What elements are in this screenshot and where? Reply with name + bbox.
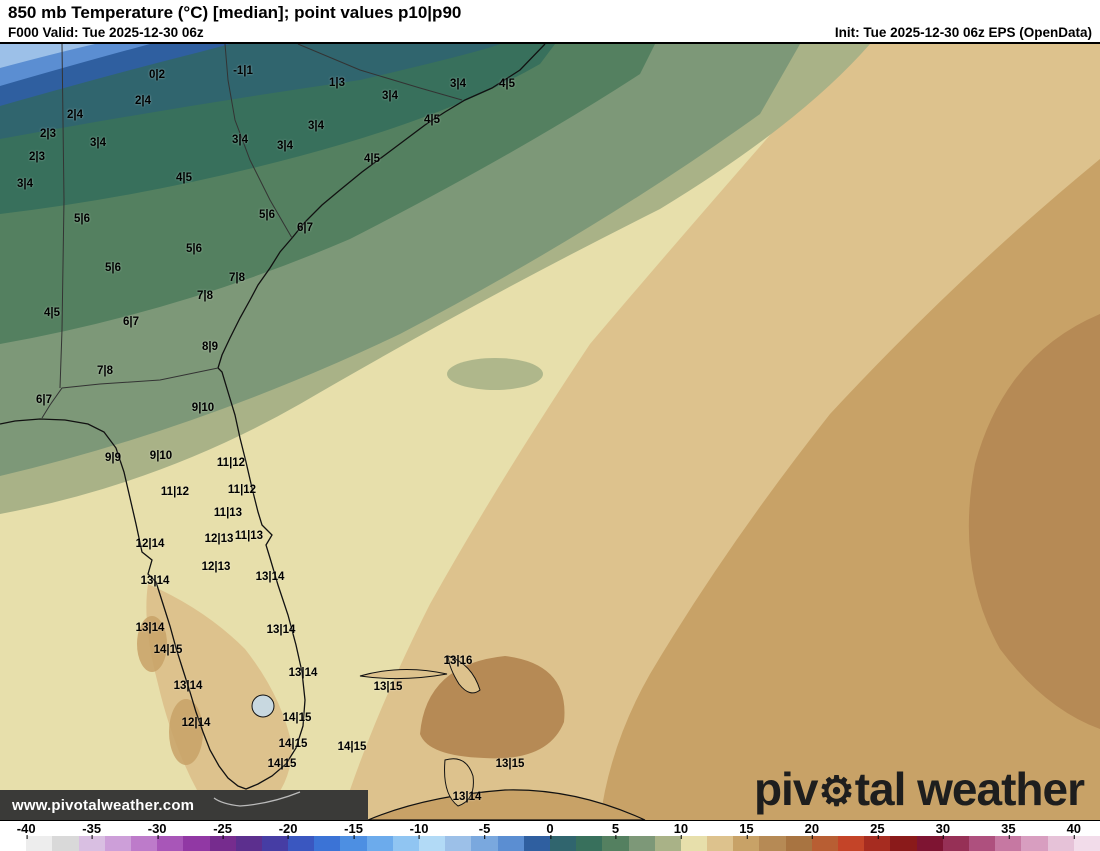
- colorbar-tick-label: -30: [147, 821, 167, 839]
- colorbar-segment: [471, 836, 498, 851]
- tampa-tan-patch: [137, 616, 167, 672]
- colorbar-segment: [314, 836, 341, 851]
- colorbar-tick-label: -35: [82, 821, 102, 839]
- colorbar-segment: [838, 836, 865, 851]
- colorbar-segment: [680, 836, 708, 851]
- colorbar-segment: [1021, 836, 1048, 851]
- colorbar-tick-label: -5: [478, 821, 491, 839]
- colorbar-tick-label: -15: [344, 821, 363, 839]
- colorbar-tick-label: 10: [673, 821, 689, 839]
- olive-patch: [447, 358, 543, 390]
- colorbar-tick-label: 5: [611, 821, 620, 839]
- colorbar-segment: [445, 836, 472, 851]
- colorbar-tick-label: -40: [16, 821, 36, 839]
- colorbar-segment: [288, 836, 315, 851]
- colorbar-segment: [995, 836, 1022, 851]
- colorbar-segment: [602, 836, 629, 851]
- colorbar-segment-row: [0, 836, 1100, 851]
- colorbar-tick-label: 25: [870, 821, 885, 839]
- colorbar-segment: [759, 836, 786, 851]
- watermark: www.pivotalweather.com: [12, 796, 195, 814]
- colorbar-segment: [130, 836, 158, 851]
- valid-time-label: F000 Valid: Tue 2025-12-30 06z: [8, 25, 204, 40]
- colorbar-segment: [78, 836, 105, 851]
- page-title: 850 mb Temperature (°C) [median]; point …: [8, 3, 462, 22]
- colorbar-segment: [942, 836, 969, 851]
- colorbar-segment: [654, 836, 681, 851]
- temperature-contour-map: [0, 44, 1100, 820]
- colorbar-tick-label: -10: [409, 821, 429, 839]
- colorbar-segment: [26, 836, 53, 851]
- colorbar-segment: [811, 836, 838, 851]
- colorbar-tick-label: 0: [546, 821, 554, 839]
- ftmyers-tan-patch: [169, 699, 203, 765]
- colorbar-segment: [183, 836, 210, 851]
- colorbar-segment: [52, 836, 79, 851]
- colorbar-segment: [785, 836, 812, 851]
- colorbar-segment: [864, 836, 891, 851]
- colorbar-segment: [707, 836, 734, 851]
- ga-sc-border: [224, 44, 293, 239]
- colorbar-tick-label: 40: [1066, 821, 1082, 839]
- colorbar-segment: [733, 836, 760, 851]
- colorbar-segment: [916, 836, 943, 851]
- colorbar-tick-label: 30: [935, 821, 951, 839]
- temperature-colorbar: -40 -35 -30 -25 -20 -15 -10 -5 0 5 10 15 20 25 30 35 40: [0, 820, 1100, 851]
- band-tan: [600, 159, 1100, 820]
- fl-ga-border: [41, 367, 219, 419]
- cuba-coastline: [367, 789, 646, 820]
- colorbar-segment: [576, 836, 603, 851]
- gear-icon: ⚙: [818, 767, 854, 814]
- colorbar-tick-label: -20: [278, 821, 298, 839]
- colorbar-segment: [235, 836, 262, 851]
- colorbar-segment: [549, 836, 577, 851]
- warm-blob-east: [968, 314, 1100, 729]
- colorbar-tick-label: -25: [213, 821, 233, 839]
- map-header: 850 mb Temperature (°C) [median]; point …: [0, 0, 1100, 44]
- colorbar-segment: [340, 836, 367, 851]
- nc-sc-border: [297, 44, 463, 101]
- colorbar-tick-label: 20: [804, 821, 820, 839]
- bottom-dark-strip: [0, 790, 368, 820]
- abaco-island: [447, 655, 481, 694]
- andros-island: [444, 758, 474, 807]
- colorbar-segment: [1047, 836, 1074, 851]
- colorbar-segment: [157, 836, 184, 851]
- colorbar-segment: [628, 836, 655, 851]
- colorbar-segment: [497, 836, 524, 851]
- colorbar-segment: [0, 836, 27, 851]
- grand-bahama-island: [359, 669, 448, 680]
- colorbar-segment: [104, 836, 131, 851]
- colorbar-tick-label: 35: [1001, 821, 1016, 839]
- warm-blob-bahamas: [420, 656, 565, 759]
- colorbar-segment: [968, 836, 996, 851]
- florida-keys-coastline: [213, 791, 301, 807]
- colorbar-segment: [366, 836, 393, 851]
- colorbar-segment: [392, 836, 419, 851]
- colorbar-segment: [209, 836, 236, 851]
- al-ga-border: [59, 44, 65, 389]
- pivotal-weather-logo: piv ⚙ tal weather: [753, 762, 1085, 816]
- colorbar-tick-row: -40 -35 -30 -25 -20 -15 -10 -5 0 5 10 15 20 25 30 35 40: [0, 821, 1100, 839]
- map-canvas: 0|2 -1|1 1|3 3|4 3|4 4|5 2|4 2|4 3|4 3|4 4|5 2|3 2|3…: [0, 44, 1100, 820]
- colorbar-segment: [890, 836, 917, 851]
- lake-okeechobee: [251, 694, 275, 718]
- logo-text-post: tal weather: [854, 763, 1085, 815]
- band-light-blue: [0, 44, 95, 68]
- atlantic-gulf-coastline: [0, 44, 546, 790]
- logo-text-pre: piv: [753, 763, 818, 815]
- colorbar-segment: [1073, 836, 1100, 851]
- colorbar-segment: [523, 836, 550, 851]
- colorbar-segment: [261, 836, 289, 851]
- colorbar-segment: [419, 836, 446, 851]
- init-time-label: Init: Tue 2025-12-30 06z EPS (OpenData): [834, 25, 1092, 40]
- colorbar-tick-label: 15: [739, 821, 754, 839]
